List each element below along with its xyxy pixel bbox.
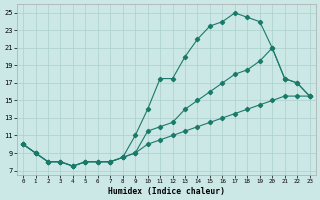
X-axis label: Humidex (Indice chaleur): Humidex (Indice chaleur) <box>108 187 225 196</box>
